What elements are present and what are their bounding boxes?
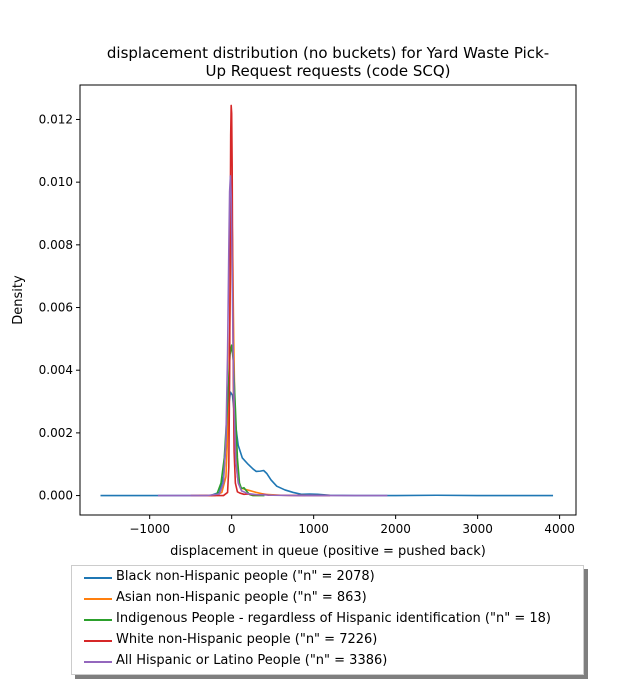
chart-title-line-2: Up Request requests (code SCQ)	[205, 62, 450, 80]
x-tick-label: −1000	[129, 522, 170, 536]
legend-item: All Hispanic or Latino People ("n" = 338…	[72, 652, 583, 672]
x-tick-label: 1000	[298, 522, 329, 536]
legend-item: Asian non-Hispanic people ("n" = 863)	[72, 589, 583, 609]
legend-swatch	[84, 598, 112, 600]
chart-title-line-1: displacement distribution (no buckets) f…	[107, 44, 549, 62]
legend-item: Black non-Hispanic people ("n" = 2078)	[72, 568, 583, 588]
series-line-2	[198, 203, 306, 497]
y-tick-label: 0.012	[39, 112, 73, 126]
legend-swatch	[84, 577, 112, 579]
x-tick-label: 2000	[380, 522, 411, 536]
legend-label: White non-Hispanic people ("n" = 7226)	[116, 632, 378, 647]
legend-swatch	[84, 640, 112, 642]
y-tick-label: 0.008	[39, 238, 73, 252]
plot-frame	[79, 84, 577, 516]
y-tick-label: 0.000	[39, 489, 73, 503]
y-tick-label: 0.010	[39, 175, 73, 189]
x-tick-label: 3000	[462, 522, 493, 536]
x-axis: −1000 0 1000 2000 3000 4000	[129, 515, 575, 536]
legend-item: Indigenous People - regardless of Hispan…	[72, 610, 583, 630]
y-axis-label: Density	[11, 275, 26, 325]
legend-label: Black non-Hispanic people ("n" = 2078)	[116, 569, 375, 584]
x-tick-label: 0	[228, 522, 236, 536]
legend-swatch	[84, 619, 112, 621]
series-layer	[100, 104, 554, 497]
series-line-5	[157, 175, 388, 497]
legend-label: Indigenous People - regardless of Hispan…	[116, 611, 551, 626]
legend-label: All Hispanic or Latino People ("n" = 338…	[116, 653, 388, 668]
y-tick-label: 0.002	[39, 426, 73, 440]
legend-label: Asian non-Hispanic people ("n" = 863)	[116, 590, 367, 605]
series-line-1	[100, 391, 554, 497]
x-axis-label: displacement in queue (positive = pushed…	[170, 544, 486, 559]
y-tick-label: 0.006	[39, 301, 73, 315]
series-line-4	[190, 104, 331, 497]
legend: Black non-Hispanic people ("n" = 2078) A…	[71, 565, 584, 675]
y-axis: 0.000 0.002 0.004 0.006 0.008 0.010 0.012	[39, 112, 80, 503]
legend-swatch	[84, 661, 112, 663]
y-tick-label: 0.004	[39, 363, 73, 377]
x-tick-label: 4000	[544, 522, 575, 536]
legend-item: White non-Hispanic people ("n" = 7226)	[72, 631, 583, 651]
